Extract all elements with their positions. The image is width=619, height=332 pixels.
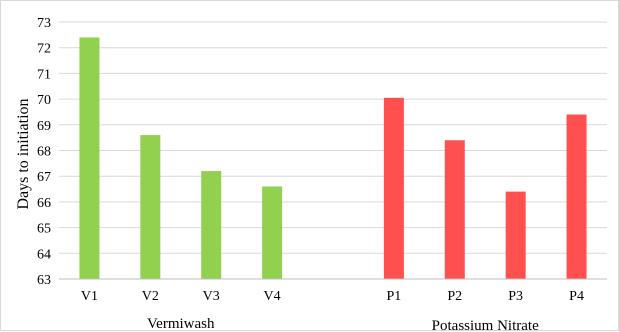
x-tick-label: P3 xyxy=(508,289,523,304)
y-tick-label: 70 xyxy=(37,93,51,108)
bars xyxy=(79,37,587,280)
bar-v4 xyxy=(262,186,283,279)
y-tick-label: 66 xyxy=(37,196,51,211)
y-tick-label: 63 xyxy=(37,273,51,288)
y-tick-label: 71 xyxy=(37,67,51,82)
x-tick-label: P1 xyxy=(386,289,401,304)
y-tick-label: 72 xyxy=(37,42,51,57)
x-tick-label: V1 xyxy=(81,289,98,304)
bar-p2 xyxy=(444,140,465,279)
y-axis-title: Days to initiation xyxy=(15,98,32,209)
y-tick-label: 64 xyxy=(37,247,51,262)
bar-v2 xyxy=(140,135,161,279)
group-label: Potassium Nitrate xyxy=(432,318,539,332)
y-tick-label: 65 xyxy=(37,222,51,237)
y-tick-label: 69 xyxy=(37,119,51,134)
x-tick-label: P4 xyxy=(569,289,584,304)
bar-p1 xyxy=(383,97,404,279)
group-label: Vermiwash xyxy=(147,316,215,332)
bar-v1 xyxy=(79,37,100,279)
y-tick-label: 73 xyxy=(37,16,51,31)
y-tick-label: 68 xyxy=(37,145,51,160)
bar-p4 xyxy=(566,114,587,280)
x-tick-label: P2 xyxy=(447,289,462,304)
bar-p3 xyxy=(505,191,526,279)
y-tick-label: 67 xyxy=(37,170,51,185)
x-tick-label: V3 xyxy=(203,289,220,304)
axes: 63 64 65 66 67 68 69 70 71 72 73 V1 V2 V3 V4 P1 P2 P3 P4 Ve… xyxy=(37,16,607,332)
x-tick-label: V4 xyxy=(264,289,281,304)
x-tick-label: V2 xyxy=(142,289,159,304)
bar-v3 xyxy=(201,171,222,279)
